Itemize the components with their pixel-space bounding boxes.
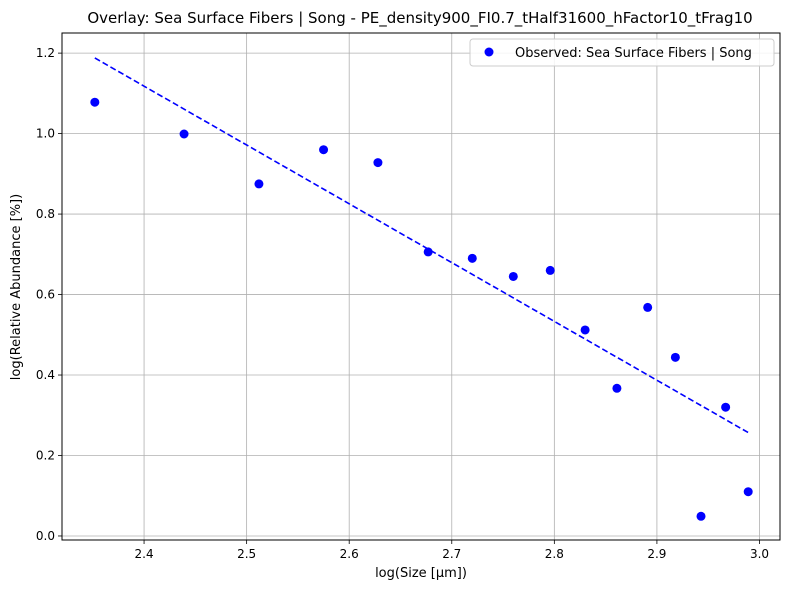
x-tick-label: 2.9 <box>647 547 666 561</box>
data-point <box>696 511 706 521</box>
data-point <box>508 271 518 281</box>
y-tick-label: 1.0 <box>36 127 55 141</box>
legend: Observed: Sea Surface Fibers | Song <box>469 38 775 67</box>
grid <box>62 33 780 540</box>
data-point <box>670 352 680 362</box>
x-tick-label: 3.0 <box>750 547 769 561</box>
x-tick-label: 2.6 <box>340 547 359 561</box>
y-tick-label: 0.8 <box>36 207 55 221</box>
y-tick-label: 0.4 <box>36 368 55 382</box>
x-tick-label: 2.7 <box>442 547 461 561</box>
x-axis-label: log(Size [μm]) <box>375 566 467 581</box>
y-tick-label: 0.6 <box>36 288 55 302</box>
data-point <box>743 487 753 497</box>
data-point <box>90 97 100 107</box>
data-point <box>721 402 731 412</box>
data-point <box>643 302 653 312</box>
y-tick-label: 0.2 <box>36 449 55 463</box>
data-point <box>373 158 383 168</box>
y-axis-ticks: 0.0 0.2 0.4 0.6 0.8 1.0 1.2 <box>36 46 62 543</box>
plot-frame <box>61 32 781 541</box>
y-axis-label: log(Relative Abundance [%]) <box>9 194 24 380</box>
x-tick-label: 2.5 <box>237 547 256 561</box>
legend-label: Observed: Sea Surface Fibers | Song <box>515 46 752 61</box>
x-axis-ticks: 2.4 2.5 2.6 2.7 2.8 2.9 3.0 <box>135 540 769 561</box>
y-tick-label: 0.0 <box>36 529 55 543</box>
data-point <box>612 383 622 393</box>
data-point <box>254 179 264 189</box>
x-tick-label: 2.4 <box>135 547 154 561</box>
y-tick-label: 1.2 <box>36 46 55 60</box>
data-point <box>319 145 329 155</box>
data-point <box>467 253 477 263</box>
fit-line <box>94 57 749 434</box>
legend-box <box>469 38 775 67</box>
plot-marks <box>90 57 753 521</box>
data-point <box>179 129 189 139</box>
x-tick-label: 2.8 <box>545 547 564 561</box>
data-point <box>545 265 555 275</box>
legend-marker <box>484 47 494 57</box>
data-point <box>580 325 590 335</box>
data-point <box>423 247 433 257</box>
chart-title: Overlay: Sea Surface Fibers | Song - PE_… <box>87 9 752 28</box>
